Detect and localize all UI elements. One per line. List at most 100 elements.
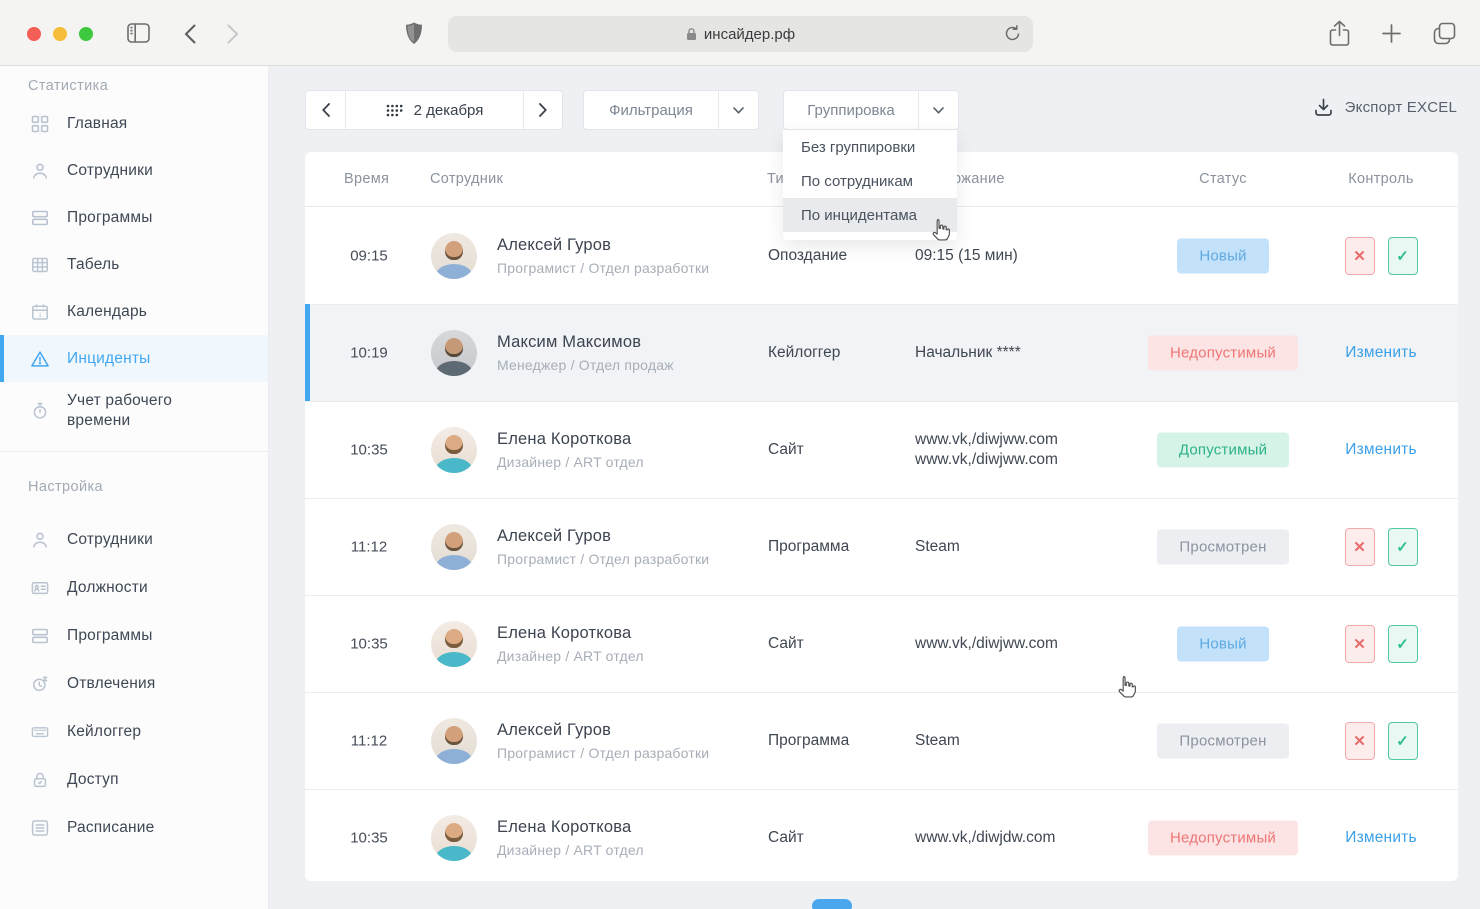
- content-line: www.vk,/diwjww.com: [915, 430, 1058, 448]
- group-menu-item-1[interactable]: По сотрудникам: [801, 172, 913, 190]
- cell-type: Сайт: [768, 829, 804, 846]
- status-badge: Просмотрен: [1157, 529, 1289, 565]
- share-icon[interactable]: [1329, 20, 1350, 52]
- approve-button[interactable]: ✓: [1387, 625, 1418, 663]
- sidebar-item-label: Инциденты: [67, 349, 151, 367]
- cell-employee: Елена Короткова Дизайнер / ART отдел: [497, 624, 644, 664]
- reject-button[interactable]: ✕: [1344, 236, 1375, 275]
- prev-day-button[interactable]: [306, 91, 345, 129]
- employee-name: Елена Короткова: [497, 624, 632, 642]
- table-row[interactable]: 10:35 Елена Короткова Дизайнер / ART отдел…: [305, 789, 1458, 886]
- filter-dropdown: Фильтрация: [583, 90, 759, 130]
- table-row[interactable]: 10:35 Елена Короткова Дизайнер / ART отдел…: [305, 401, 1458, 498]
- date-picker-button[interactable]: 2 декабря: [345, 91, 523, 129]
- dashboard-icon: [30, 114, 50, 134]
- sidebar-item-0-4[interactable]: 1 Календарь: [0, 288, 268, 335]
- employee-role: Програмист / Отдел разработки: [497, 551, 710, 567]
- sidebar-item-0-0[interactable]: Главная: [0, 100, 268, 147]
- sidebar-item-1-4[interactable]: Кейлоггер: [0, 708, 268, 756]
- reject-button[interactable]: ✕: [1344, 722, 1375, 760]
- sidebar-item-0-6[interactable]: Учет рабочего времени: [0, 382, 268, 440]
- sidebar-item-label: Программы: [67, 627, 153, 644]
- header-status: Статус: [1199, 171, 1247, 187]
- group-menu-item-2[interactable]: По инцидентама: [783, 198, 957, 232]
- sidebar-item-1-6[interactable]: Расписание: [0, 804, 268, 852]
- edit-link[interactable]: Изменить: [1345, 829, 1417, 846]
- sidebar-item-label: Программы: [67, 208, 153, 226]
- cell-time: 09:15: [350, 247, 388, 264]
- table-row[interactable]: 10:19 Максим Максимов Менеджер / Отдел про…: [305, 304, 1458, 401]
- close-window-button[interactable]: [27, 27, 41, 41]
- cell-employee: Алексей Гуров Програмист / Отдел разработ…: [497, 236, 709, 276]
- edit-link[interactable]: Изменить: [1345, 344, 1417, 361]
- table-row[interactable]: 11:12 Алексей Гуров Програмист / Отдел раз…: [305, 498, 1458, 595]
- filter-button[interactable]: Фильтрация: [609, 101, 693, 119]
- keyboard-icon: [30, 722, 50, 742]
- new-tab-icon[interactable]: [1381, 23, 1402, 49]
- group-button[interactable]: Группировка: [807, 101, 895, 119]
- sidebar-section-statistics: Статистика: [28, 78, 109, 94]
- edit-link[interactable]: Изменить: [1345, 441, 1417, 458]
- minimize-window-button[interactable]: [53, 27, 67, 41]
- sidebar-item-1-0[interactable]: Сотрудники: [0, 516, 268, 564]
- content-line: 09:15 (15 мин): [915, 246, 1018, 264]
- employee-name: Максим Максимов: [497, 333, 642, 351]
- address-bar[interactable]: инсайдер.рф: [448, 16, 1033, 52]
- next-day-button[interactable]: [523, 91, 562, 129]
- back-icon[interactable]: [184, 24, 196, 49]
- shield-icon[interactable]: [404, 21, 424, 51]
- export-excel-label: Экспорт EXCEL: [1344, 99, 1457, 116]
- reject-button[interactable]: ✕: [1344, 528, 1375, 566]
- export-excel-button[interactable]: Экспорт EXCEL: [1314, 98, 1457, 117]
- sidebar-item-0-2[interactable]: Программы: [0, 194, 268, 241]
- forward-icon[interactable]: [227, 24, 239, 49]
- table-row[interactable]: 11:12 Алексей Гуров Програмист / Отдел раз…: [305, 692, 1458, 789]
- approve-button[interactable]: ✓: [1387, 528, 1418, 566]
- cell-avatar: [431, 621, 477, 667]
- cell-status: Просмотрен: [1148, 723, 1298, 759]
- approve-button[interactable]: ✓: [1387, 236, 1418, 275]
- timesheet-icon: [30, 255, 50, 275]
- sidebar-section-settings: Настройка: [28, 479, 103, 495]
- table-row[interactable]: 09:15 Алексей Гуров Програмист / Отдел раз…: [305, 207, 1458, 304]
- sidebar-item-1-5[interactable]: Доступ: [0, 756, 268, 804]
- group-menu-item-0[interactable]: Без группировки: [801, 138, 916, 156]
- lock-icon: [686, 28, 696, 40]
- sidebar-item-0-5[interactable]: Инциденты: [0, 335, 268, 382]
- avatar: [431, 815, 477, 861]
- avatar: [431, 330, 477, 376]
- employee-name: Алексей Гуров: [497, 721, 612, 739]
- cell-avatar: [431, 815, 477, 861]
- employee-name: Елена Короткова: [497, 818, 632, 836]
- reject-button[interactable]: ✕: [1344, 625, 1375, 663]
- cell-control: Изменить: [1305, 829, 1457, 847]
- employee-role: Програмист / Отдел разработки: [497, 745, 710, 761]
- cell-content: Steam: [915, 537, 960, 557]
- cell-type: Сайт: [768, 441, 804, 458]
- url-text: инсайдер.рф: [703, 25, 796, 43]
- cell-control: ✕ ✓: [1305, 236, 1457, 275]
- lock-icon: [30, 770, 50, 790]
- table-row[interactable]: 10:35 Елена Короткова Дизайнер / ART отдел…: [305, 595, 1458, 692]
- sidebar-item-label: Главная: [67, 114, 128, 132]
- sidebar-item-0-3[interactable]: Табель: [0, 241, 268, 288]
- sidebar-item-label: Сотрудники: [67, 531, 153, 548]
- list-icon: [30, 818, 50, 838]
- sidebar-item-1-1[interactable]: Должности: [0, 564, 268, 612]
- sidebar-item-1-2[interactable]: Программы: [0, 612, 268, 660]
- pagination-page-button[interactable]: [812, 899, 852, 909]
- content-line: Steam: [915, 537, 960, 555]
- idcard-icon: [30, 578, 50, 598]
- group-chevron-down-icon[interactable]: [918, 91, 958, 129]
- filter-chevron-down-icon[interactable]: [718, 91, 758, 129]
- avatar: [431, 621, 477, 667]
- approve-button[interactable]: ✓: [1387, 722, 1418, 760]
- cell-time: 10:35: [350, 829, 388, 847]
- tabs-icon[interactable]: [1432, 21, 1457, 51]
- sidebar-item-0-1[interactable]: Сотрудники: [0, 147, 268, 194]
- reload-icon[interactable]: [1004, 24, 1021, 48]
- zoom-window-button[interactable]: [79, 27, 93, 41]
- content-line: Steam: [915, 731, 960, 749]
- sidebar-toggle-icon[interactable]: [127, 23, 150, 48]
- sidebar-item-1-3[interactable]: Отвлечения: [0, 660, 268, 708]
